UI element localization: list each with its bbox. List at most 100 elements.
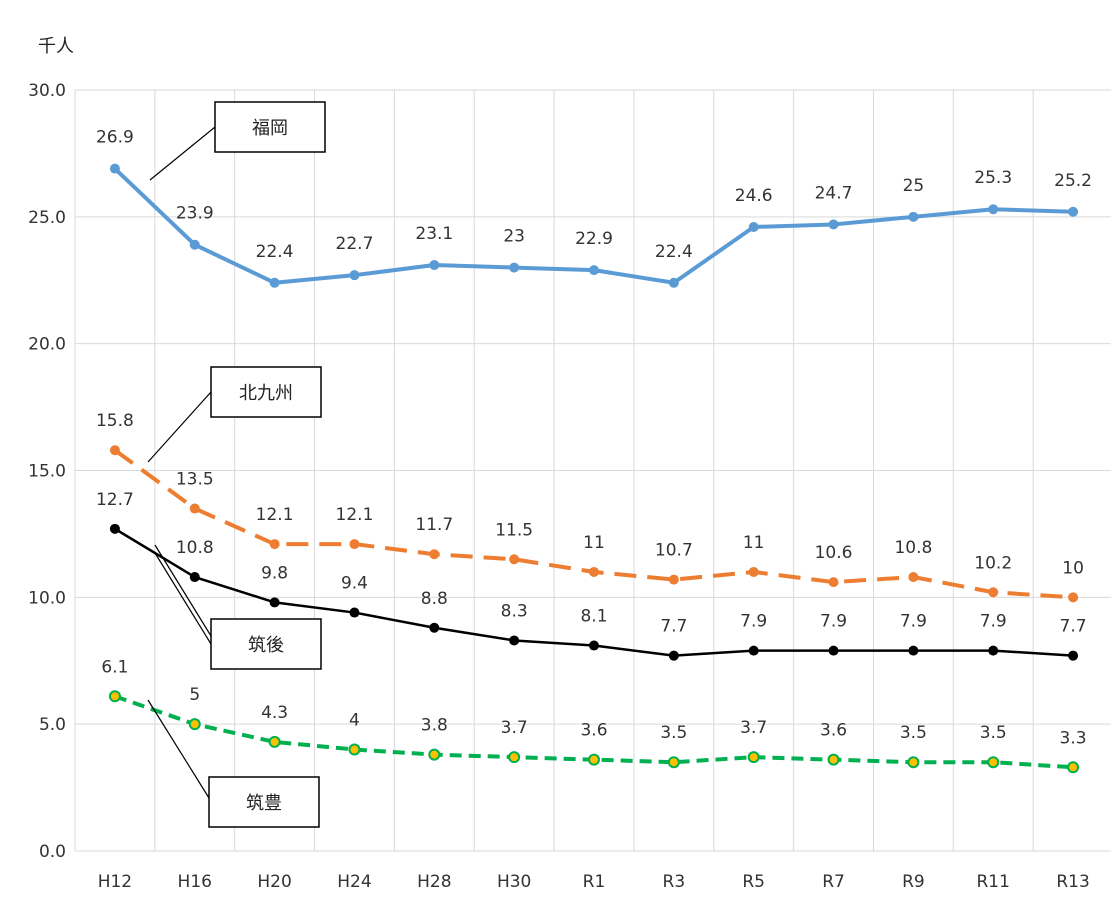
data-point (1068, 206, 1079, 217)
data-point (108, 690, 121, 703)
data-label: 3.6 (820, 721, 847, 741)
data-point (269, 277, 280, 288)
data-label: 3.7 (501, 718, 528, 738)
data-point (988, 587, 999, 598)
data-point (189, 572, 200, 583)
data-point (988, 645, 999, 656)
data-point (668, 574, 679, 585)
data-label: 3.5 (660, 723, 687, 743)
x-tick-label: H12 (98, 872, 132, 892)
data-label: 23.1 (415, 224, 453, 244)
data-point (668, 277, 679, 288)
callout-leader (149, 126, 216, 181)
data-point (988, 204, 999, 215)
data-point (109, 445, 120, 456)
data-label: 10.7 (655, 541, 693, 561)
data-labels: 26.9 23.9 22.4 22.7 23.1 23 22.9 22.4 24.6 24.7 25… (96, 128, 1092, 749)
data-label: 26.9 (96, 128, 134, 148)
data-label: 22.7 (336, 234, 374, 254)
callout-box (210, 366, 322, 418)
data-point (668, 650, 679, 661)
y-tick-label: 25.0 (28, 208, 66, 228)
data-label: 7.9 (900, 612, 927, 632)
data-label: 10.8 (176, 538, 214, 558)
series-name-label: 筑豊 (246, 793, 282, 814)
data-label: 7.9 (820, 612, 847, 632)
data-point (908, 572, 919, 583)
data-point (828, 219, 839, 230)
data-label: 9.4 (341, 574, 368, 594)
x-tick-label: R11 (977, 872, 1010, 892)
data-point (269, 539, 280, 550)
data-point (748, 645, 759, 656)
data-point (348, 743, 361, 756)
data-point (828, 577, 839, 588)
callout-leader (154, 552, 212, 645)
callout-leader (147, 391, 212, 463)
y-tick-label: 20.0 (28, 335, 66, 355)
data-point (109, 163, 120, 174)
callout-leader (154, 544, 212, 637)
data-point (509, 554, 520, 565)
data-point (429, 622, 440, 633)
data-label: 11 (743, 533, 765, 553)
gridlines (74, 89, 1111, 852)
data-label: 23.9 (176, 204, 214, 224)
data-label: 4 (349, 711, 360, 731)
data-label: 12.1 (256, 505, 294, 525)
data-point (349, 270, 360, 281)
y-tick-label: 15.0 (28, 462, 66, 482)
data-point (1067, 761, 1080, 774)
data-point (429, 260, 440, 271)
data-label: 24.7 (815, 183, 853, 203)
data-point (349, 539, 360, 550)
data-label: 6.1 (101, 657, 128, 677)
data-label: 3.8 (421, 716, 448, 736)
data-point (589, 265, 599, 276)
data-label: 8.1 (580, 607, 607, 627)
data-point (428, 748, 441, 761)
data-point (1068, 650, 1079, 661)
callout-box (214, 101, 326, 153)
data-label: 22.4 (655, 242, 693, 262)
data-label: 10.6 (815, 543, 853, 563)
y-axis-unit-label: 千人 (38, 36, 74, 57)
data-point (1068, 592, 1079, 603)
data-label: 24.6 (735, 186, 773, 206)
data-label: 5 (189, 685, 200, 705)
data-label: 22.9 (575, 229, 613, 249)
series-lines (108, 163, 1080, 774)
data-point (589, 640, 599, 651)
data-label: 3.3 (1060, 728, 1087, 748)
series-name-label: 筑後 (248, 635, 284, 656)
data-label: 3.5 (900, 723, 927, 743)
data-point (828, 645, 839, 656)
data-point (188, 718, 201, 731)
x-tick-label: R9 (902, 872, 925, 892)
data-point (509, 262, 520, 273)
callout-leader (147, 699, 210, 799)
data-label: 8.3 (501, 601, 528, 621)
data-point (189, 239, 200, 250)
data-point (748, 566, 759, 577)
data-label: 9.8 (261, 563, 288, 583)
callout-box (208, 776, 320, 828)
data-point (667, 756, 680, 769)
y-tick-label: 30.0 (28, 81, 66, 101)
x-tick-label: R1 (583, 872, 606, 892)
x-tick-label: H28 (417, 872, 451, 892)
data-label: 25.2 (1054, 171, 1092, 191)
data-label: 8.8 (421, 589, 448, 609)
x-tick-label: R13 (1056, 872, 1089, 892)
data-point (589, 566, 599, 577)
data-point (189, 503, 200, 514)
y-tick-label: 10.0 (28, 588, 66, 608)
data-point (268, 735, 281, 748)
data-label: 10 (1062, 558, 1084, 578)
data-point (827, 753, 840, 766)
data-label: 7.7 (1060, 617, 1087, 637)
data-label: 7.9 (740, 612, 767, 632)
data-label: 10.2 (974, 553, 1012, 573)
